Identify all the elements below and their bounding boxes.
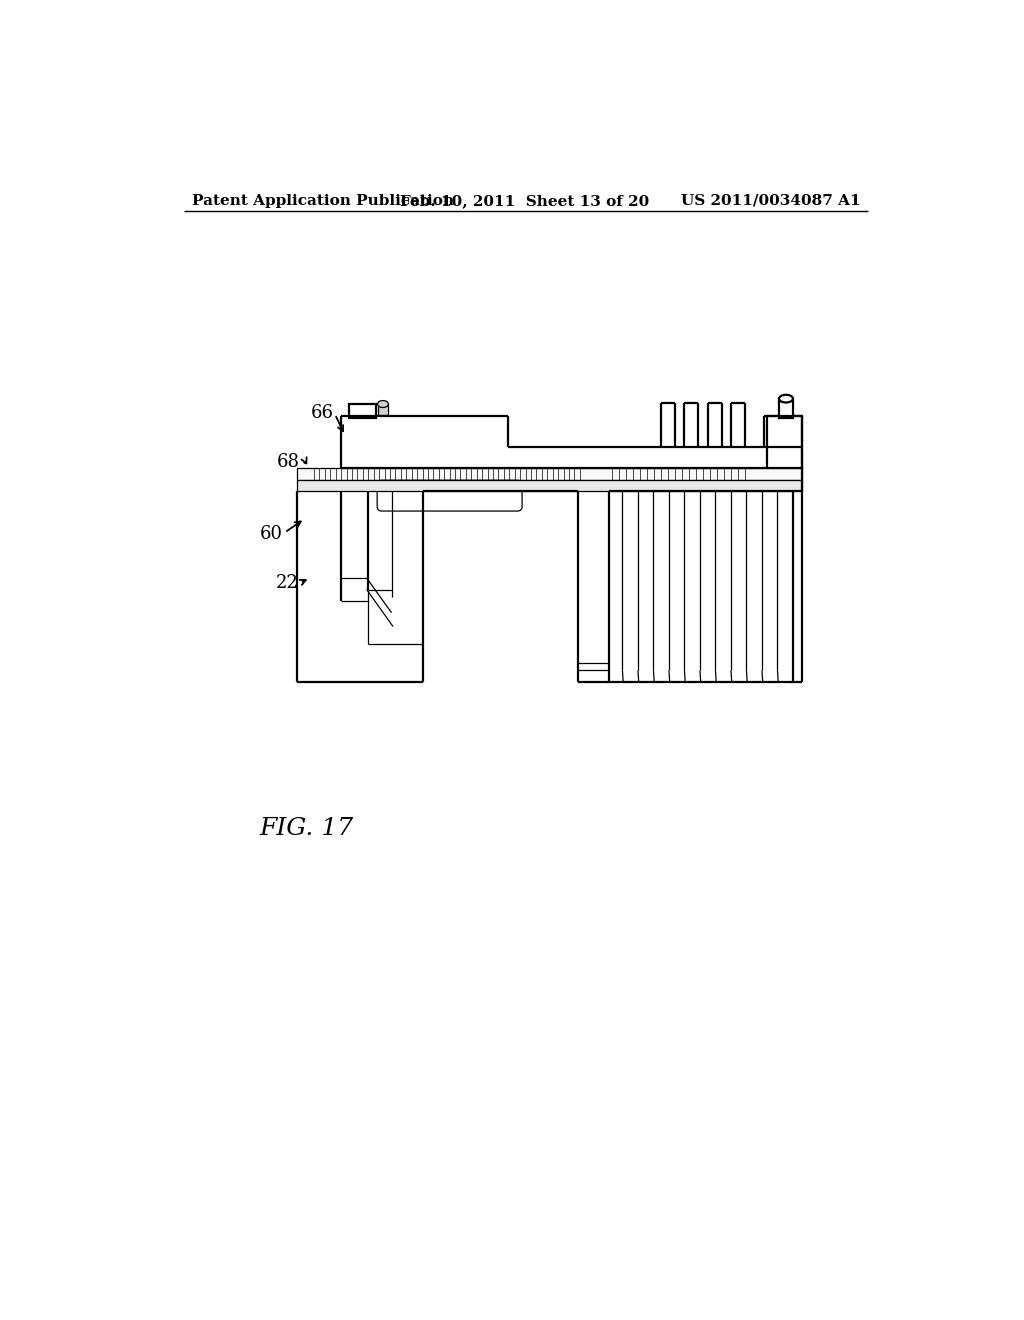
- Bar: [297, 469, 802, 480]
- Bar: [378, 404, 388, 414]
- FancyBboxPatch shape: [377, 480, 522, 511]
- Bar: [779, 399, 793, 418]
- Bar: [767, 416, 802, 469]
- Text: 68: 68: [278, 453, 300, 471]
- Text: US 2011/0034087 A1: US 2011/0034087 A1: [681, 194, 860, 207]
- Text: Patent Application Publication: Patent Application Publication: [191, 194, 454, 207]
- Text: 60: 60: [260, 525, 283, 543]
- Text: 66: 66: [310, 404, 334, 421]
- Text: 22: 22: [275, 574, 299, 593]
- Ellipse shape: [378, 400, 388, 408]
- Bar: [349, 404, 376, 418]
- Ellipse shape: [779, 395, 793, 403]
- Text: Feb. 10, 2011  Sheet 13 of 20: Feb. 10, 2011 Sheet 13 of 20: [400, 194, 649, 207]
- Text: FIG. 17: FIG. 17: [260, 817, 354, 840]
- Bar: [297, 480, 802, 491]
